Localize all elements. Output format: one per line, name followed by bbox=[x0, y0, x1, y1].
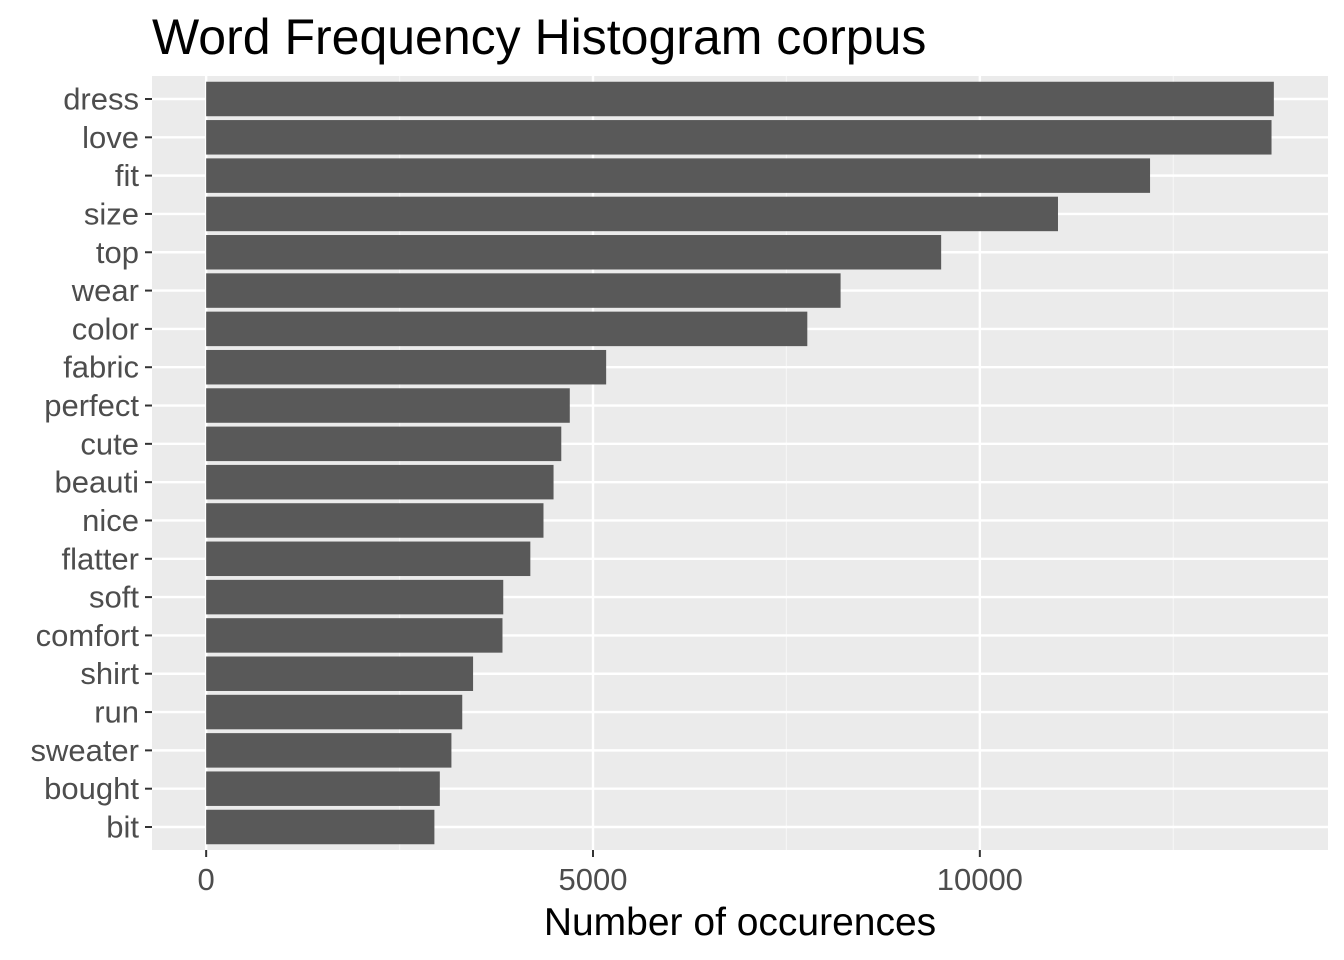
y-tick-label: nice bbox=[82, 503, 139, 538]
bar-wear bbox=[206, 273, 841, 308]
bar-dress bbox=[206, 81, 1274, 117]
bar-top bbox=[206, 235, 942, 270]
bar-color bbox=[206, 311, 808, 347]
y-tick-label: shirt bbox=[80, 656, 139, 691]
y-tick-label: love bbox=[82, 120, 139, 155]
y-tick-label: size bbox=[84, 196, 139, 231]
bar-perfect bbox=[206, 388, 570, 423]
bar-soft bbox=[206, 579, 504, 615]
y-tick-label: top bbox=[96, 235, 139, 270]
bar-sweater bbox=[206, 733, 452, 768]
bar-fabric bbox=[206, 349, 607, 385]
x-tick-label: 0 bbox=[198, 862, 215, 897]
bar-bit bbox=[206, 809, 435, 845]
y-tick-label: fabric bbox=[63, 350, 139, 385]
bar-comfort bbox=[206, 618, 503, 653]
y-tick-label: flatter bbox=[61, 541, 139, 576]
y-tick-label: bought bbox=[44, 771, 139, 806]
y-tick-label: fit bbox=[115, 158, 140, 193]
y-tick-label: run bbox=[94, 695, 139, 730]
y-tick-label: wear bbox=[71, 273, 139, 308]
bar-beauti bbox=[206, 464, 554, 500]
x-axis: 0 5000 10000 bbox=[198, 850, 1023, 897]
y-tick-label: sweater bbox=[30, 733, 139, 768]
y-tick-label: color bbox=[72, 311, 139, 346]
x-tick-label: 10000 bbox=[937, 862, 1023, 897]
x-tick-label: 5000 bbox=[559, 862, 628, 897]
bars-layer bbox=[206, 81, 1274, 845]
chart-title: Word Frequency Histogram corpus bbox=[152, 9, 926, 65]
y-tick-label: perfect bbox=[44, 388, 139, 423]
y-tick-label: comfort bbox=[36, 618, 140, 653]
y-tick-label: dress bbox=[63, 81, 139, 116]
y-tick-label: beauti bbox=[55, 465, 139, 500]
bar-flatter bbox=[206, 541, 531, 577]
y-tick-label: cute bbox=[80, 426, 139, 461]
bar-nice bbox=[206, 503, 544, 538]
bar-size bbox=[206, 196, 1058, 232]
y-tick-label: soft bbox=[89, 580, 139, 615]
bar-love bbox=[206, 120, 1272, 155]
bar-run bbox=[206, 694, 463, 730]
bar-bought bbox=[206, 771, 440, 806]
bar-cute bbox=[206, 426, 562, 462]
y-tick-label: bit bbox=[106, 810, 139, 845]
x-axis-title: Number of occurences bbox=[544, 901, 936, 944]
bar-shirt bbox=[206, 656, 474, 691]
bar-fit bbox=[206, 158, 1151, 193]
